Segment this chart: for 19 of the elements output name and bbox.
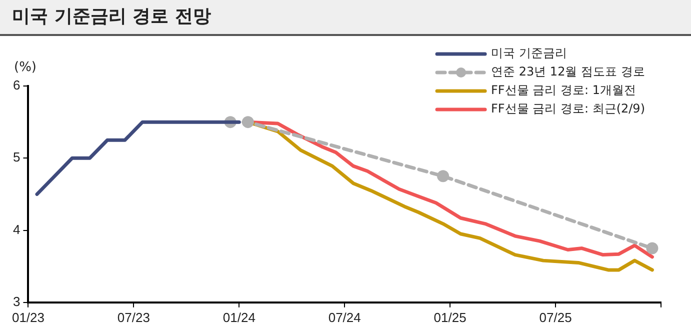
y-tick-label: 4 <box>12 222 20 237</box>
point <box>437 170 450 182</box>
x-tick-label: 07/23 <box>117 310 150 325</box>
x-tick-label: 07/24 <box>328 310 361 325</box>
y-tick-label: 5 <box>12 150 20 165</box>
x-tick-label: 07/25 <box>539 310 572 325</box>
legend-label: 연준 23년 12월 점도표 경로 <box>491 64 645 79</box>
x-tick-label: 01/23 <box>12 310 45 325</box>
legend-label: 미국 기준금리 <box>491 46 567 60</box>
point <box>646 242 658 254</box>
x-tick-label: 01/25 <box>434 310 466 325</box>
legend-label: FF선물 금리 경로: 최근(2/9) <box>491 102 645 116</box>
y-tick-label: 3 <box>12 294 20 309</box>
legend-label: FF선물 금리 경로: 1개월전 <box>491 83 636 98</box>
point <box>242 116 254 128</box>
x-tick-label: 01/24 <box>222 310 256 325</box>
y-tick-label: 6 <box>12 78 20 93</box>
chart-title: 미국 기준금리 경로 전망 <box>0 0 691 36</box>
y-axis-title: (%) <box>14 60 36 75</box>
